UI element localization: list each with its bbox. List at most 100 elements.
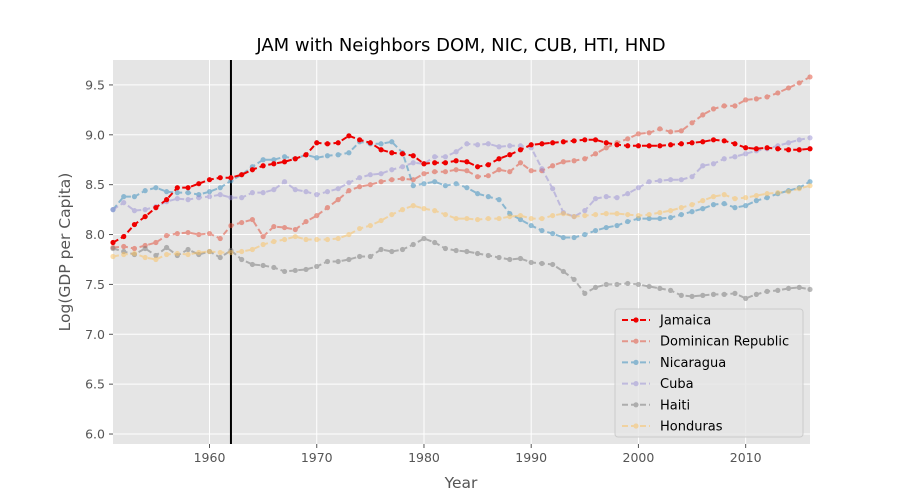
- data-point: [753, 96, 759, 102]
- data-point: [260, 262, 266, 269]
- data-point: [196, 249, 202, 256]
- y-tick-label: 7.5: [85, 277, 105, 292]
- data-point: [206, 177, 213, 183]
- data-point: [785, 140, 792, 146]
- data-point: [775, 287, 781, 293]
- x-tick-label: 2010: [730, 450, 762, 465]
- data-point: [357, 175, 363, 181]
- data-point: [164, 244, 170, 251]
- data-point: [721, 103, 727, 109]
- data-point: [228, 249, 234, 256]
- legend-label: Nicaragua: [660, 356, 726, 371]
- data-point: [335, 140, 341, 146]
- legend-entry: Cuba: [622, 377, 694, 392]
- data-point: [485, 252, 491, 259]
- data-point: [357, 225, 363, 232]
- data-point: [474, 142, 481, 148]
- data-point: [110, 245, 116, 252]
- data-point: [335, 258, 341, 265]
- data-point: [582, 208, 588, 214]
- data-point: [453, 181, 459, 187]
- data-point: [603, 281, 609, 288]
- data-point: [474, 250, 481, 257]
- data-point: [592, 284, 599, 291]
- data-point: [303, 236, 309, 243]
- data-point: [239, 248, 245, 255]
- data-point: [121, 194, 127, 200]
- data-point: [432, 160, 438, 166]
- data-point: [517, 143, 524, 149]
- data-point: [700, 163, 706, 169]
- data-point: [721, 201, 727, 207]
- data-point: [732, 196, 738, 202]
- data-point: [110, 207, 116, 213]
- data-point: [689, 202, 695, 208]
- data-point: [121, 251, 127, 258]
- data-point: [796, 80, 802, 86]
- data-point: [764, 195, 770, 201]
- data-point: [432, 169, 438, 175]
- legend-swatch: [622, 423, 650, 429]
- y-tick-label: 9.0: [85, 127, 105, 142]
- data-point: [464, 185, 470, 191]
- data-point: [732, 141, 738, 147]
- chart-title: JAM with Neighbors DOM, NIC, CUB, HTI, H…: [255, 35, 665, 56]
- data-point: [496, 197, 502, 203]
- data-point: [539, 215, 545, 222]
- data-point: [131, 250, 138, 257]
- data-point: [389, 248, 395, 255]
- data-point: [785, 85, 792, 91]
- data-point: [432, 239, 438, 246]
- data-point: [324, 205, 331, 211]
- data-point: [560, 211, 566, 217]
- x-tick-label: 1980: [408, 450, 440, 465]
- data-point: [614, 222, 620, 229]
- data-point: [507, 213, 513, 220]
- data-point: [292, 156, 298, 162]
- data-point: [399, 151, 406, 157]
- data-point: [657, 285, 663, 292]
- data-point: [174, 230, 180, 237]
- data-point: [496, 215, 502, 222]
- data-point: [582, 156, 588, 162]
- data-point: [571, 276, 577, 283]
- series-honduras: [110, 183, 813, 263]
- data-point: [592, 227, 599, 234]
- data-point: [110, 239, 116, 246]
- data-point: [228, 175, 234, 181]
- data-point: [646, 283, 652, 290]
- data-point: [668, 287, 674, 293]
- data-point: [131, 208, 138, 214]
- data-point: [603, 211, 609, 217]
- data-point: [474, 174, 481, 180]
- data-point: [142, 188, 148, 194]
- data-point: [421, 171, 427, 177]
- data-point: [292, 233, 298, 240]
- data-point: [807, 183, 813, 189]
- data-point: [743, 195, 749, 201]
- data-point: [174, 196, 180, 202]
- data-point: [743, 151, 749, 157]
- data-point: [764, 145, 770, 151]
- data-point: [260, 157, 266, 163]
- data-point: [185, 229, 191, 236]
- data-point: [485, 162, 491, 168]
- data-point: [389, 139, 395, 145]
- data-point: [721, 291, 727, 297]
- data-point: [464, 141, 470, 147]
- data-point: [496, 167, 502, 173]
- data-point: [378, 141, 384, 147]
- data-point: [539, 141, 545, 147]
- data-point: [228, 222, 234, 229]
- data-point: [764, 191, 770, 197]
- data-point: [710, 161, 717, 167]
- data-point: [389, 211, 395, 218]
- data-point: [775, 146, 781, 152]
- data-point: [550, 261, 556, 268]
- data-point: [453, 149, 459, 155]
- data-point: [303, 218, 309, 225]
- y-tick-label: 8.0: [85, 227, 105, 242]
- data-point: [421, 235, 427, 242]
- data-point: [710, 137, 717, 143]
- data-point: [142, 245, 148, 252]
